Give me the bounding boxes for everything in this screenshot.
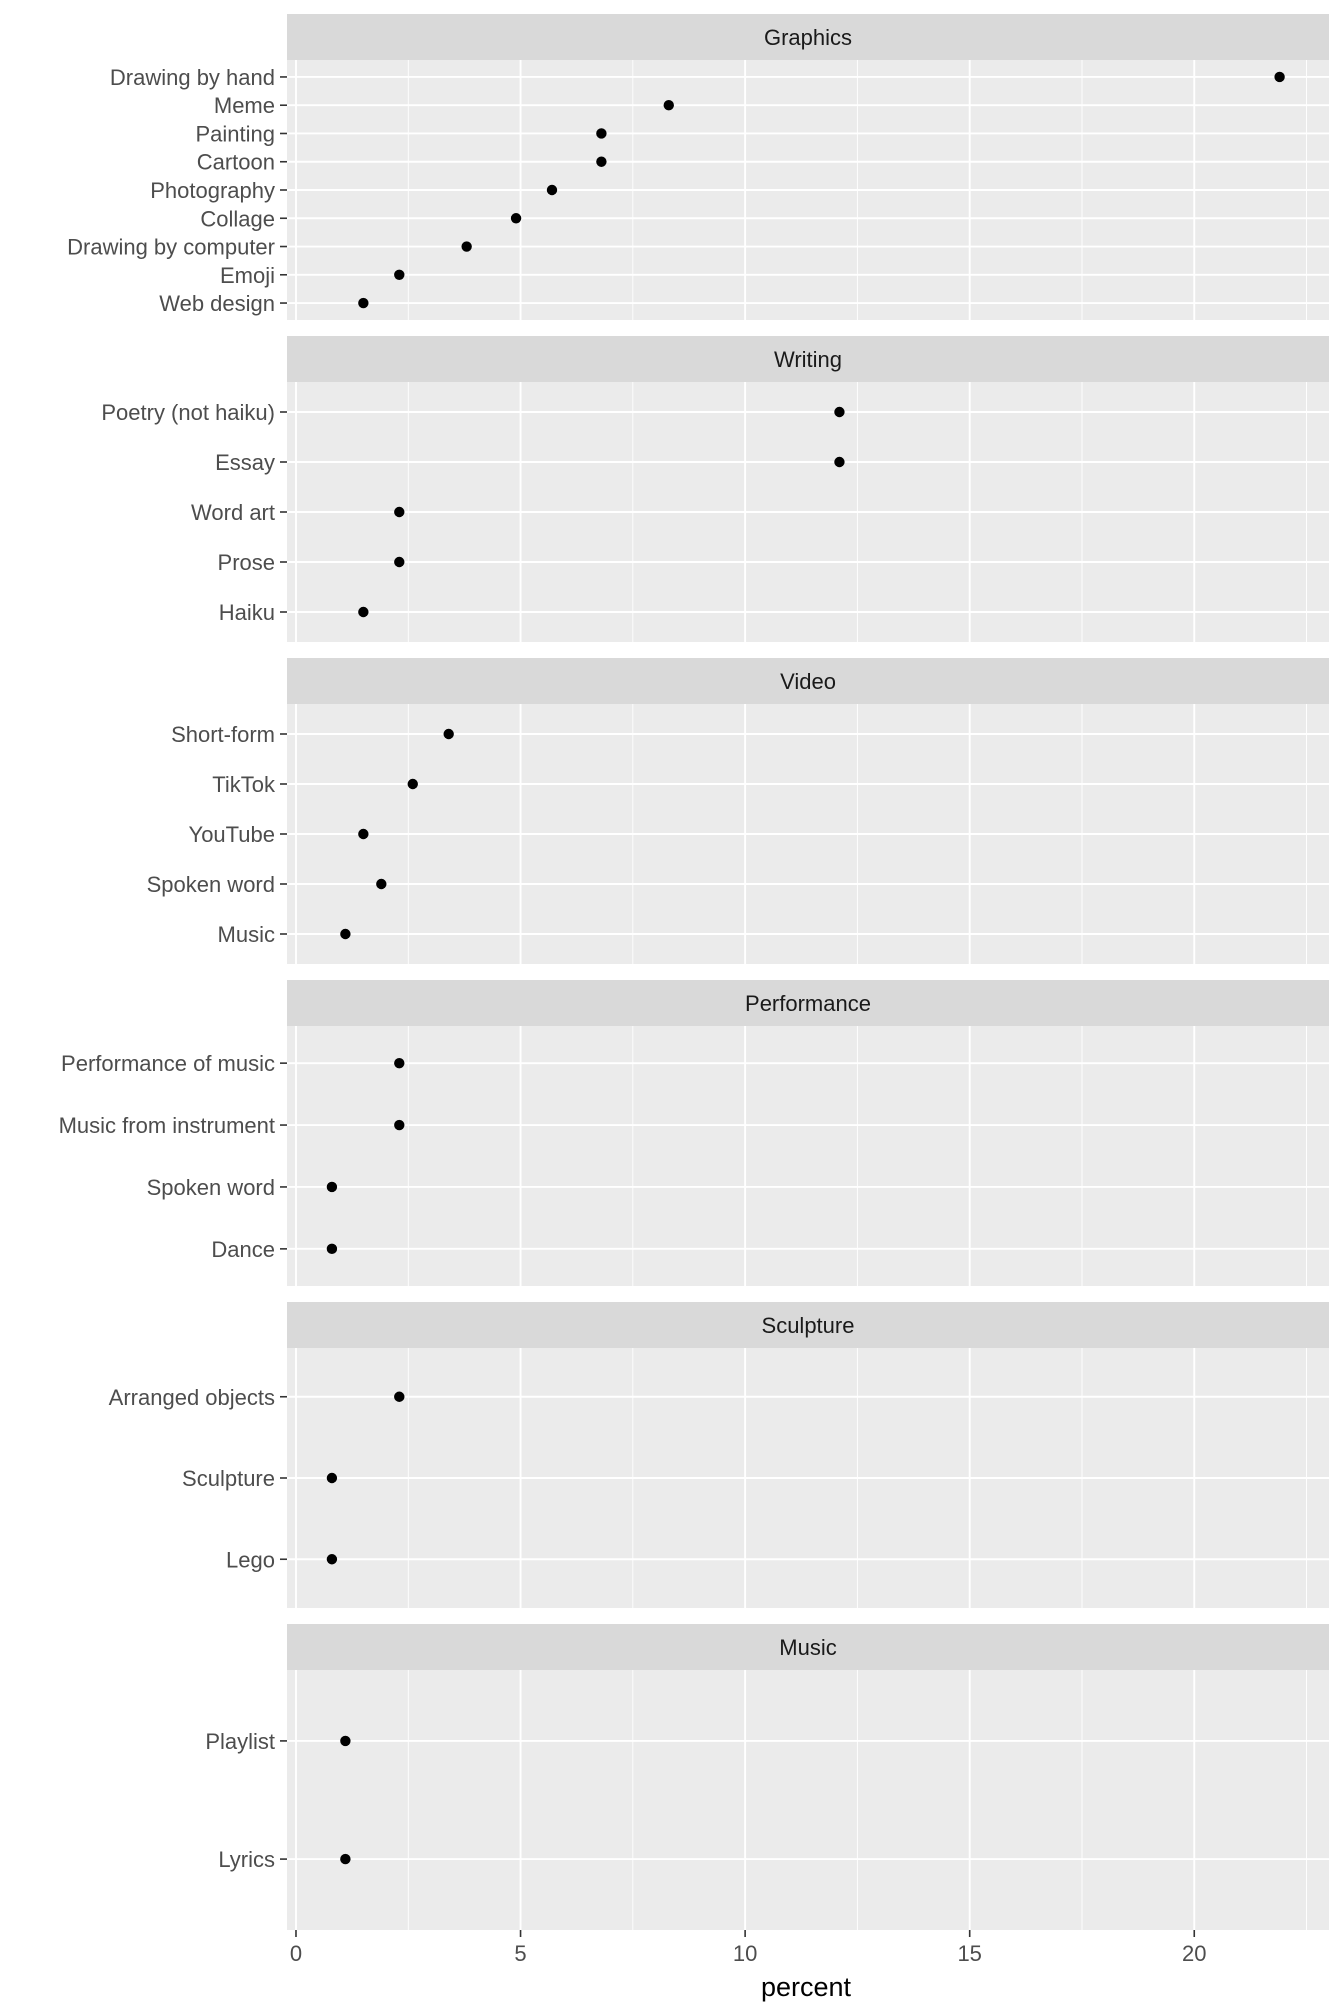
facet-strip xyxy=(287,336,1329,382)
facet-strip-title: Music xyxy=(779,1635,836,1660)
data-point xyxy=(326,1472,338,1484)
x-tick-label: 0 xyxy=(290,1941,302,1966)
category-label: Essay xyxy=(215,450,275,475)
category-label: Meme xyxy=(214,93,275,118)
category-label: TikTok xyxy=(212,772,276,797)
category-label: Dance xyxy=(211,1237,275,1262)
category-label: Spoken word xyxy=(147,872,275,897)
category-label: Word art xyxy=(191,500,275,525)
facet-sculpture: Sculpture Arranged objects Sculpture Lego xyxy=(109,1302,1329,1608)
category-label: Drawing by hand xyxy=(110,65,275,90)
data-point xyxy=(340,1735,351,1747)
category-label: Photography xyxy=(150,178,275,203)
x-tick-label: 10 xyxy=(733,1941,757,1966)
category-label: Sculpture xyxy=(182,1466,275,1491)
category-label: Playlist xyxy=(205,1729,275,1754)
data-point xyxy=(510,213,522,224)
facet-strip-title: Performance xyxy=(745,991,871,1016)
facet-strip xyxy=(287,1624,1329,1670)
data-point xyxy=(326,1243,338,1255)
category-label: Lego xyxy=(226,1547,275,1572)
category-label: Web design xyxy=(159,291,275,316)
data-point xyxy=(546,184,558,196)
data-point xyxy=(443,728,454,740)
data-point xyxy=(394,556,405,568)
data-point xyxy=(834,406,845,418)
data-point xyxy=(1274,71,1285,83)
data-point xyxy=(596,156,607,167)
data-point xyxy=(394,1119,405,1131)
category-label: Emoji xyxy=(220,263,275,288)
facet-strip xyxy=(287,980,1329,1026)
data-point xyxy=(358,828,369,840)
facet-video: Video Short-form TikTok YouTube Spoken word M… xyxy=(147,658,1329,964)
data-point xyxy=(340,928,351,940)
data-point xyxy=(394,269,405,280)
data-point xyxy=(596,128,607,139)
category-label: Short-form xyxy=(171,722,275,747)
data-point xyxy=(340,1853,351,1865)
facet-panel xyxy=(287,1670,1329,1930)
category-label: Cartoon xyxy=(197,150,275,175)
facet-strip xyxy=(287,658,1329,704)
facet-graphics: Graphics Drawing by hand Meme Painting Carto… xyxy=(67,14,1329,320)
facet-strip-title: Video xyxy=(780,669,836,694)
category-label: Drawing by computer xyxy=(67,235,275,260)
x-axis-title: percent xyxy=(761,1972,852,2002)
facet-strip-title: Graphics xyxy=(764,25,852,50)
facet-strip xyxy=(287,14,1329,60)
category-label: Arranged objects xyxy=(109,1385,275,1410)
data-point xyxy=(394,1391,405,1402)
data-point xyxy=(461,241,472,252)
data-point xyxy=(394,1057,405,1069)
category-label: Spoken word xyxy=(147,1175,275,1200)
x-tick-label: 20 xyxy=(1182,1941,1206,1966)
data-point xyxy=(326,1554,338,1565)
facet-music: Music Playlist Lyrics xyxy=(205,1624,1329,1930)
category-label: Poetry (not haiku) xyxy=(101,400,275,425)
category-label: Painting xyxy=(195,121,275,146)
category-label: Music from instrument xyxy=(59,1113,275,1138)
data-point xyxy=(376,878,387,890)
data-point xyxy=(326,1181,338,1193)
facet-panel xyxy=(287,1026,1329,1286)
data-point xyxy=(358,606,369,618)
x-tick-label: 5 xyxy=(514,1941,526,1966)
x-axis: 0 5 10 15 20 xyxy=(290,1930,1207,1966)
data-point xyxy=(663,100,674,111)
facet-strip xyxy=(287,1302,1329,1348)
category-label: Haiku xyxy=(219,600,275,625)
x-tick-label: 15 xyxy=(957,1941,981,1966)
facet-strip-title: Writing xyxy=(774,347,842,372)
facet-strip-title: Sculpture xyxy=(762,1313,855,1338)
data-point xyxy=(407,778,418,790)
category-label: Collage xyxy=(200,206,275,231)
data-point xyxy=(358,297,369,309)
category-label: Music xyxy=(218,922,275,947)
category-label: Lyrics xyxy=(218,1847,275,1872)
category-label: Prose xyxy=(218,550,275,575)
facet-writing: Writing Poetry (not haiku) Essay Word art Pr… xyxy=(101,336,1329,642)
facet-performance: Performance Performance of music Music fro… xyxy=(59,980,1329,1286)
category-label: Performance of music xyxy=(61,1051,275,1076)
category-label: YouTube xyxy=(189,822,275,847)
data-point xyxy=(394,506,405,518)
data-point xyxy=(834,456,845,468)
